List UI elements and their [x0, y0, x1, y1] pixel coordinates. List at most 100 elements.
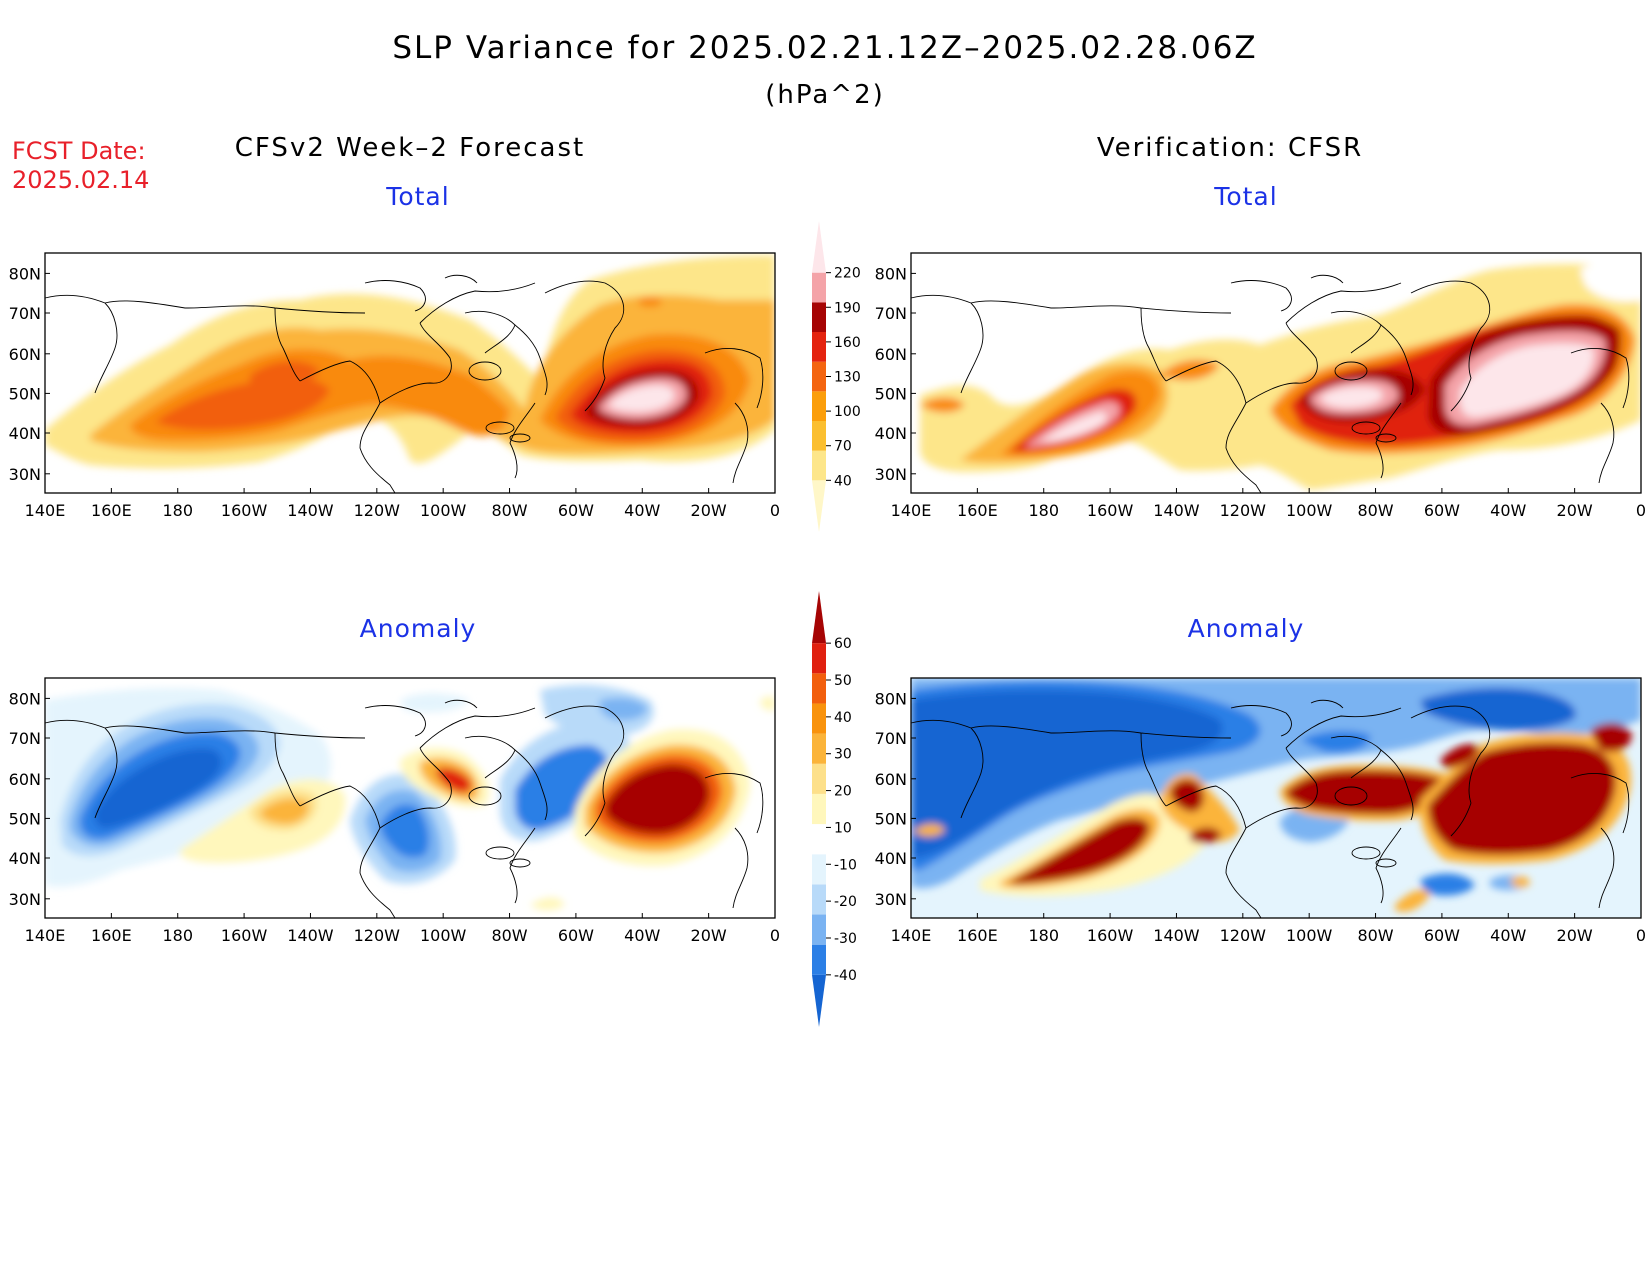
- forecast-total-lon-label: 0: [770, 501, 780, 520]
- cbar-anom-label: -40: [834, 968, 857, 984]
- verification-anomaly-lon-label: 40W: [1490, 926, 1526, 945]
- cbar-total-swatch: [812, 361, 826, 392]
- verification-anomaly-lon-label: 120W: [1220, 926, 1267, 945]
- forecast-column-title: CFSv2 Week–2 Forecast: [234, 133, 586, 163]
- forecast-total-lat-label: 30N: [9, 465, 41, 484]
- forecast-anomaly-lon-label: 140E: [25, 926, 66, 945]
- cbar-total-label: 70: [834, 439, 852, 455]
- verification-anomaly-lon-label: 100W: [1286, 926, 1333, 945]
- verification-total-lon-label: 160W: [1087, 501, 1134, 520]
- forecast-date-label: FCST Date: 2025.02.14: [12, 137, 149, 195]
- forecast-date-caption: FCST Date:: [12, 137, 146, 165]
- map-frames: 140E 160E 180 160W 140W 120W 100W 80W 60W 40W 20W 0…: [9, 252, 1646, 945]
- verification-total-lon-label: 0: [1636, 501, 1646, 520]
- cbar-total-swatch: [812, 302, 826, 332]
- verification-total-lon-label: 100W: [1286, 501, 1333, 520]
- verification-anomaly-lat-label: 80N: [875, 689, 907, 708]
- cbar-total-swatch: [812, 480, 826, 532]
- verification-total-lon-label: 80W: [1357, 501, 1393, 520]
- verification-total-title: Total: [1214, 182, 1278, 211]
- cbar-total-swatch: [812, 332, 826, 362]
- verification-total-lon-label: 140E: [891, 501, 932, 520]
- anomaly-colorbar: -40 -30 -20 -10 10 20 30 40 50 60: [812, 591, 857, 1027]
- verification-anomaly-lat-label: 40N: [875, 849, 907, 868]
- verification-anomaly-lon-label: 0: [1636, 926, 1646, 945]
- cbar-anom-label: -10: [834, 857, 857, 873]
- cbar-total-swatch: [812, 450, 826, 481]
- verification-total-lat-label: 60N: [875, 345, 907, 364]
- forecast-total-lon-label: 160E: [91, 501, 132, 520]
- forecast-anomaly-coastlines: [44, 699, 764, 919]
- forecast-total-lon-label: 40W: [624, 501, 660, 520]
- forecast-anomaly-lon-label: 160W: [221, 926, 268, 945]
- verification-anomaly-lon-label: 60W: [1424, 926, 1460, 945]
- verification-anomaly-lon-label: 80W: [1357, 926, 1393, 945]
- verification-anomaly-lat-label: 50N: [875, 809, 907, 828]
- cbar-anom-swatch: [812, 824, 826, 855]
- cbar-total-label: 160: [834, 335, 861, 351]
- forecast-total-lon-label: 140W: [287, 501, 334, 520]
- forecast-anomaly-lat-label: 50N: [9, 809, 41, 828]
- forecast-total-lon-label: 140E: [25, 501, 66, 520]
- verification-anomaly-frame: [910, 677, 1642, 919]
- verification-anomaly-lat-label: 30N: [875, 890, 907, 909]
- verification-anomaly-lat-label: 70N: [875, 729, 907, 748]
- forecast-total-lat-label: 60N: [9, 345, 41, 364]
- figure-title: SLP Variance for 2025.02.21.12Z–2025.02.…: [392, 30, 1258, 66]
- cbar-anom-swatch: [812, 914, 826, 945]
- cbar-total-swatch: [812, 421, 826, 451]
- forecast-total-lat-label: 70N: [9, 304, 41, 323]
- forecast-anomaly-lon-label: 140W: [287, 926, 334, 945]
- forecast-anomaly-lon-label: 160E: [91, 926, 132, 945]
- forecast-anomaly-frame: [44, 677, 776, 919]
- forecast-total-lon-label: 180: [162, 501, 193, 520]
- verification-total-lon-label: 140W: [1153, 501, 1200, 520]
- verification-total-lat-label: 30N: [875, 465, 907, 484]
- cbar-anom-label: 50: [834, 673, 852, 689]
- forecast-total-lat-label: 40N: [9, 424, 41, 443]
- forecast-anomaly-lon-label: 0: [770, 926, 780, 945]
- verification-anomaly-title: Anomaly: [1187, 614, 1305, 643]
- verification-anomaly-lon-label: 140E: [891, 926, 932, 945]
- verification-total-frame: [910, 252, 1642, 494]
- cbar-anom-swatch: [812, 974, 826, 1027]
- cbar-anom-swatch: [812, 763, 826, 794]
- verification-total-lon-label: 20W: [1557, 501, 1593, 520]
- forecast-anomaly-title: Anomaly: [359, 614, 477, 643]
- total-colorbar: 40 70 100 130 160 190 220: [812, 221, 861, 532]
- verification-anomaly-map: [911, 678, 1641, 918]
- forecast-total-lon-label: 120W: [354, 501, 401, 520]
- verification-total-lon-label: 120W: [1220, 501, 1267, 520]
- forecast-anomaly-lon-label: 80W: [491, 926, 527, 945]
- forecast-anomaly-lon-label: 60W: [558, 926, 594, 945]
- cbar-anom-swatch: [812, 703, 826, 734]
- verification-column-title: Verification: CFSR: [1096, 133, 1364, 163]
- verification-total-lat-label: 80N: [875, 264, 907, 283]
- verification-total-lon-label: 160E: [957, 501, 998, 520]
- verification-anomaly-lon-label: 180: [1028, 926, 1059, 945]
- forecast-anomaly-lat-label: 30N: [9, 890, 41, 909]
- cbar-anom-label: -30: [834, 931, 857, 947]
- forecast-total-lon-label: 100W: [420, 501, 467, 520]
- forecast-total-lat-label: 80N: [9, 264, 41, 283]
- forecast-total-lon-label: 60W: [558, 501, 594, 520]
- cbar-anom-label: 60: [834, 636, 852, 652]
- forecast-total-lon-label: 160W: [221, 501, 268, 520]
- verification-anomaly-lon-label: 160E: [957, 926, 998, 945]
- verification-total-lat-label: 70N: [875, 304, 907, 323]
- verification-anomaly-lon-label: 20W: [1557, 926, 1593, 945]
- verification-total-lat-label: 50N: [875, 384, 907, 403]
- cbar-total-label: 190: [834, 300, 861, 316]
- forecast-total-map: [45, 255, 775, 469]
- cbar-anom-swatch: [812, 733, 826, 764]
- verification-anomaly-coastlines: [910, 699, 1630, 919]
- verification-anomaly-lon-label: 140W: [1153, 926, 1200, 945]
- forecast-total-lat-label: 50N: [9, 384, 41, 403]
- forecast-anomaly-lon-label: 120W: [354, 926, 401, 945]
- forecast-total-title: Total: [386, 182, 450, 211]
- cbar-total-swatch: [812, 391, 826, 421]
- coastline-overlay: [44, 274, 1630, 919]
- cbar-anom-swatch: [812, 793, 826, 825]
- cbar-anom-label: -20: [834, 894, 857, 910]
- cbar-total-label: 100: [834, 404, 861, 420]
